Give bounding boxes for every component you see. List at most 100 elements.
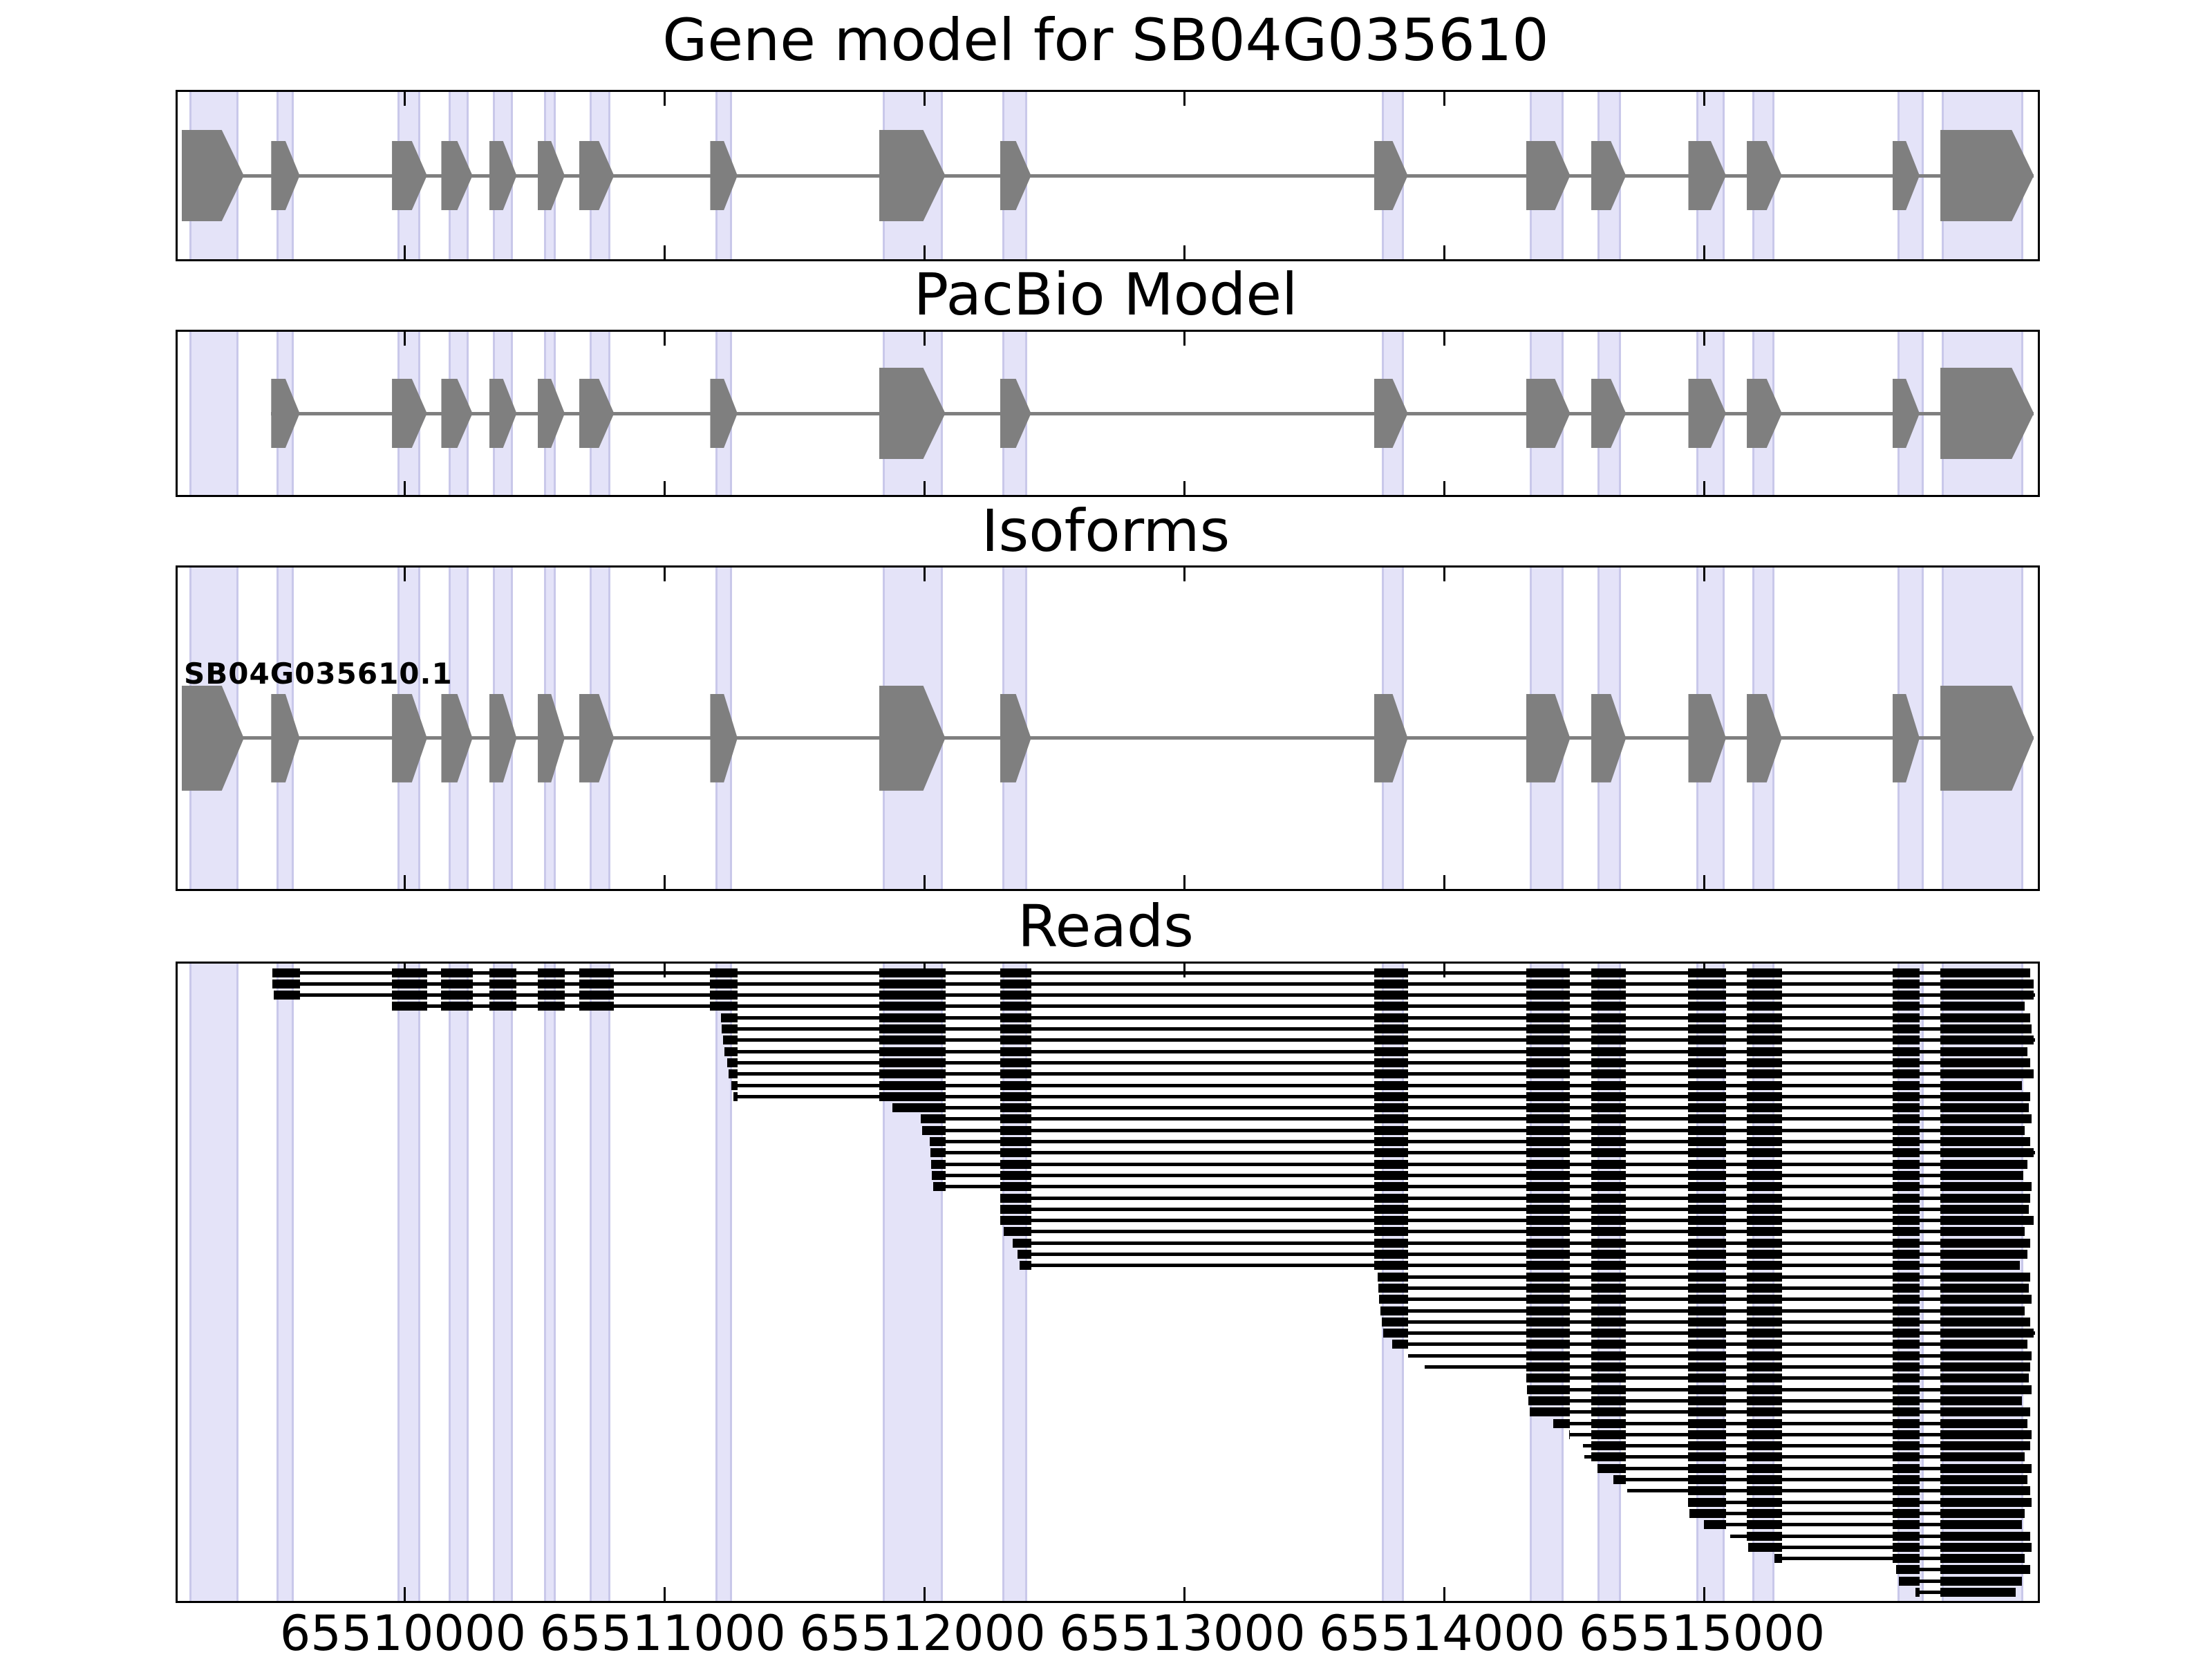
read-exon-block <box>1747 1024 1782 1033</box>
highlight-band <box>589 964 610 1601</box>
read-exon-block <box>1892 968 1920 977</box>
read-exon-block <box>1747 968 1782 977</box>
read-line <box>930 1151 2036 1155</box>
read-exon-block <box>1747 1508 1782 1518</box>
read-exon-block <box>1689 1508 1726 1518</box>
read-exon-block <box>1000 1170 1031 1180</box>
highlight-band <box>492 964 513 1601</box>
axis-tick <box>1183 964 1185 977</box>
read-line <box>932 1185 2032 1189</box>
read-exon-block <box>920 1114 946 1124</box>
read-exon-block <box>1747 1261 1782 1271</box>
axis-tick <box>924 245 926 259</box>
axis-tick <box>664 1587 666 1601</box>
read-exon-block <box>1374 1013 1408 1022</box>
exon-block <box>392 379 427 448</box>
read-exon-block <box>1940 1137 2030 1146</box>
read-exon-block <box>1013 1238 1031 1248</box>
read-exon-block <box>1747 1396 1782 1405</box>
read-exon-block <box>1526 1182 1571 1192</box>
axis-tick <box>1443 964 1445 977</box>
read-exon-block <box>1747 1542 1782 1552</box>
read-exon-block <box>1747 1362 1782 1371</box>
read-exon-block <box>1747 1035 1782 1045</box>
read-exon-block <box>1526 1306 1571 1315</box>
read-exon-block <box>537 968 565 977</box>
read-exon-block <box>1688 1317 1726 1327</box>
read-exon-block <box>1940 1452 2025 1462</box>
read-exon-block <box>1591 1452 1627 1462</box>
read-exon-block <box>1526 979 1571 988</box>
read-line <box>272 971 2030 975</box>
read-exon-block <box>1940 1441 2030 1451</box>
read-exon-block <box>710 991 738 1000</box>
read-exon-block <box>879 979 946 988</box>
read-exon-block <box>1940 1069 2034 1079</box>
read-exon-block <box>1591 991 1627 1000</box>
panel-title-isoforms: Isoforms <box>981 497 1230 565</box>
exon-block <box>710 694 737 782</box>
read-exon-block <box>1892 1238 1920 1248</box>
read-exon-block <box>1591 1407 1627 1417</box>
read-exon-block <box>1892 991 1920 1000</box>
read-exon-block <box>441 979 473 988</box>
read-exon-block <box>1747 1204 1782 1214</box>
exon-block <box>271 141 299 210</box>
read-exon-block <box>1688 1238 1726 1248</box>
read-exon-block <box>1591 1329 1627 1338</box>
axis-tick <box>664 245 666 259</box>
read-exon-block <box>1940 1329 2034 1338</box>
read-exon-block <box>1000 1182 1031 1192</box>
read-exon-block <box>1940 1565 2030 1575</box>
read-exon-block <box>1382 1317 1408 1327</box>
axis-tick <box>924 568 926 581</box>
read-exon-block <box>1374 1058 1408 1067</box>
read-line <box>1004 1230 2025 1234</box>
read-exon-block <box>1374 1216 1408 1226</box>
read-exon-block <box>1000 1216 1031 1226</box>
panel-pacbio-model <box>176 330 2040 497</box>
exon-block <box>710 379 737 448</box>
read-exon-block <box>1374 1125 1408 1135</box>
read-exon-block <box>1747 1148 1782 1158</box>
read-exon-block <box>1747 1047 1782 1056</box>
read-exon-block <box>921 1125 946 1135</box>
read-exon-block <box>1591 1035 1627 1045</box>
read-exon-block <box>1000 1047 1031 1056</box>
read-exon-block <box>1526 1047 1571 1056</box>
axis-tick <box>1183 92 1185 106</box>
read-exon-block <box>1940 1385 2032 1394</box>
read-exon-block <box>1940 1159 2027 1169</box>
read-exon-block <box>1892 1182 1920 1192</box>
read-exon-block <box>1940 1463 2032 1473</box>
read-exon-block <box>1940 1542 2032 1552</box>
intron-line <box>181 736 2034 740</box>
read-exon-block <box>1000 1035 1031 1045</box>
read-exon-block <box>932 1182 946 1192</box>
read-exon-block <box>1378 1272 1408 1282</box>
exon-block <box>538 379 565 448</box>
read-line <box>1000 1196 2030 1200</box>
read-exon-block <box>1688 1418 1726 1428</box>
axis-tick <box>1443 92 1445 106</box>
read-exon-block <box>1892 1148 1920 1158</box>
read-exon-block <box>1892 1351 1920 1360</box>
read-exon-block <box>1688 1430 1726 1439</box>
read-exon-block <box>1591 1091 1627 1101</box>
read-line <box>1425 1365 2030 1369</box>
read-exon-block <box>722 1024 738 1033</box>
read-exon-block <box>1940 1261 2020 1271</box>
read-exon-block <box>1892 1069 1920 1079</box>
read-exon-block <box>1382 1329 1408 1338</box>
read-exon-block <box>1892 1193 1920 1203</box>
read-exon-block <box>1892 1554 1920 1564</box>
read-exon-block <box>879 1091 946 1101</box>
read-exon-block <box>1940 1013 2030 1022</box>
read-line <box>1018 1253 2027 1256</box>
read-exon-block <box>1000 1148 1031 1158</box>
read-exon-block <box>1688 1091 1726 1101</box>
read-exon-block <box>537 1002 565 1011</box>
read-exon-block <box>1591 1103 1627 1113</box>
read-exon-block <box>1940 1024 2032 1033</box>
